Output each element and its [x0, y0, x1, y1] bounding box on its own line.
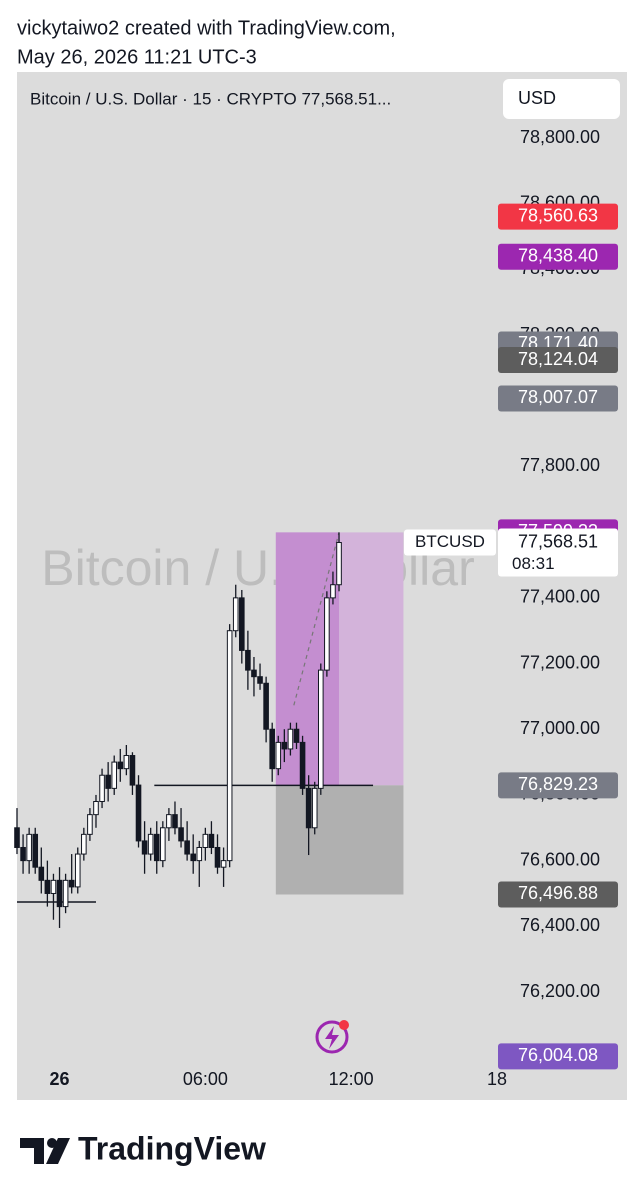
price-tag-label: 78,560.63 — [518, 205, 598, 225]
price-tag — [498, 203, 618, 230]
candle-body — [81, 833, 87, 855]
brand: TradingView — [78, 1130, 266, 1166]
candle-body — [123, 755, 130, 770]
plot: Bitcoin / U.S. Dollar76,200.0076,400.007… — [14, 127, 618, 1089]
candle-body — [14, 827, 20, 848]
candle-body — [56, 879, 63, 908]
candle-body — [172, 814, 178, 829]
candle-body — [105, 774, 111, 789]
candle-body — [239, 597, 245, 651]
candle-body — [141, 840, 148, 855]
x-tick-label: 26 — [50, 1069, 70, 1089]
candle-body — [135, 784, 142, 842]
price-tag — [498, 347, 618, 374]
price-tag-label: 76,004.08 — [518, 1045, 598, 1065]
symbol: BTCUSD — [415, 532, 485, 551]
candle-body — [269, 728, 275, 770]
x-tick-label: 06:00 — [183, 1069, 228, 1089]
candle-body — [311, 787, 318, 829]
candle-body — [32, 833, 39, 868]
date-line: May 26, 2026 11:21 UTC-3 — [17, 46, 257, 68]
price-tag-label: 78,124.04 — [518, 349, 598, 369]
candle-body — [202, 833, 209, 848]
current-price-tag — [498, 528, 618, 577]
price-tag-label: 78,438.40 — [518, 246, 598, 266]
candle-body — [178, 827, 184, 842]
x-tick-label: 18 — [487, 1069, 507, 1089]
price-tag — [498, 385, 618, 412]
y-tick-label: 78,800.00 — [520, 127, 600, 147]
y-tick-label: 77,000.00 — [520, 718, 600, 738]
symbol-tag — [404, 529, 496, 556]
candle-body — [153, 833, 160, 862]
countdown: 08:31 — [512, 554, 555, 573]
currency-button[interactable] — [503, 79, 620, 119]
candle-body — [44, 879, 51, 894]
currency: USD — [518, 88, 556, 108]
candle-body — [87, 814, 93, 835]
candle-body — [305, 787, 312, 829]
price-tag — [498, 243, 618, 270]
candle-body — [336, 542, 342, 586]
candle-body — [62, 879, 69, 908]
y-tick-label: 76,600.00 — [520, 849, 600, 869]
candle-body — [147, 833, 154, 855]
stop-zone — [275, 785, 404, 895]
x-tick-label: 12:00 — [329, 1069, 374, 1089]
candle-body — [281, 741, 288, 750]
brand-logo — [20, 1138, 70, 1164]
author-line: vickytaiwo2 created with TradingView.com… — [17, 17, 396, 39]
candle-body — [293, 728, 300, 743]
spark-icon — [315, 1020, 349, 1054]
candle-body — [330, 584, 336, 599]
candle-body — [208, 833, 215, 848]
candle-body — [160, 827, 166, 862]
candle-body — [299, 741, 306, 789]
candle-body — [214, 846, 221, 868]
candle-body — [166, 814, 172, 829]
price-tag — [498, 881, 618, 908]
progress-arrow — [293, 532, 340, 706]
candle-body — [245, 649, 251, 671]
candle-body — [111, 761, 118, 789]
candle-body — [38, 866, 45, 881]
price-tag-label: 76,829.23 — [518, 774, 598, 794]
price-tag — [498, 1043, 618, 1070]
candle-body — [232, 597, 239, 632]
candle-body — [324, 597, 330, 671]
candle-body — [184, 840, 190, 855]
price-tag-label: 76,496.88 — [518, 883, 598, 903]
candle-body — [263, 682, 269, 730]
candle-body — [275, 741, 282, 770]
candle-body — [251, 669, 257, 678]
current-price: 77,568.51 — [518, 531, 598, 551]
candle-body — [50, 879, 57, 894]
candle-body — [129, 755, 136, 786]
candle-body — [99, 774, 105, 803]
price-tag — [498, 772, 618, 799]
y-tick-label: 77,400.00 — [520, 587, 600, 607]
legend: Bitcoin / U.S. Dollar · 15 · CRYPTO 77,5… — [30, 89, 391, 108]
candle-body — [74, 853, 81, 888]
y-tick-label: 77,800.00 — [520, 455, 600, 475]
y-tick-label: 76,400.00 — [520, 915, 600, 935]
candle-body — [287, 728, 294, 750]
candle-body — [257, 676, 263, 684]
candle-body — [26, 833, 32, 862]
candle-body — [196, 846, 203, 862]
candle-body — [20, 846, 26, 862]
price-tag-label: 78,007.07 — [518, 387, 598, 407]
candle-body — [317, 669, 324, 789]
y-tick-label: 77,200.00 — [520, 652, 600, 672]
candle-body — [68, 879, 75, 888]
candle-body — [117, 761, 124, 770]
y-tick-label: 76,200.00 — [520, 981, 600, 1001]
candle-body — [190, 853, 197, 862]
candle-body — [226, 630, 233, 862]
candle-body — [220, 860, 227, 868]
candle-body — [93, 801, 99, 816]
